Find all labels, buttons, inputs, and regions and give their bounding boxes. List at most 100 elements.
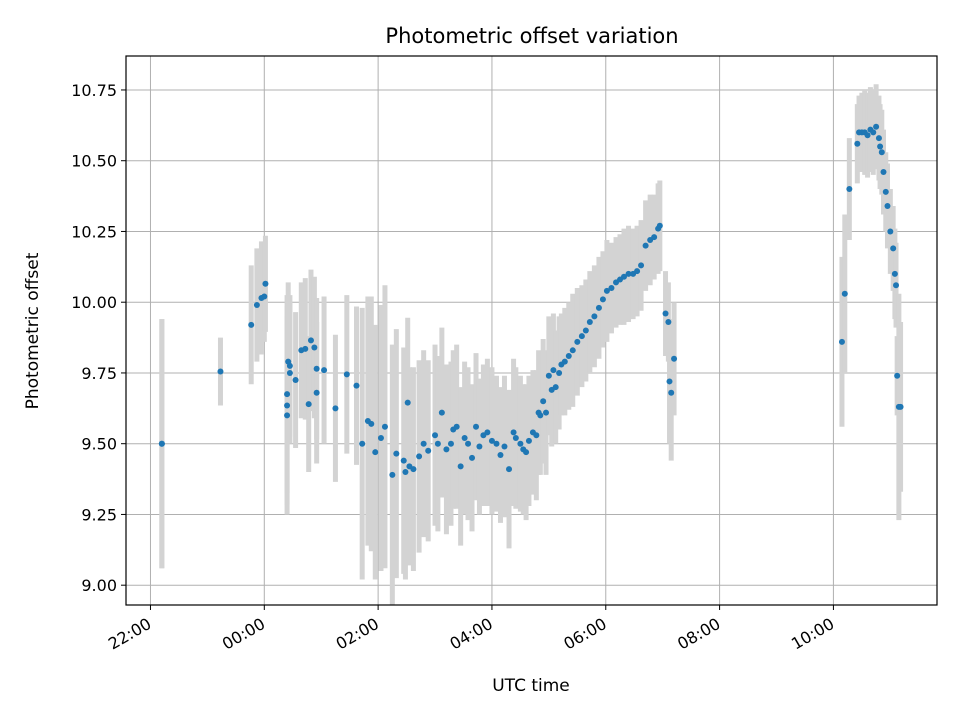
data-point [284,402,291,409]
data-point [870,129,877,136]
data-point [656,222,663,229]
data-point [894,372,901,379]
data-point [420,440,427,447]
y-tick-label: 9.75 [81,364,117,383]
data-point [262,280,269,287]
data-point [432,432,439,439]
data-point [469,454,476,461]
data-point [603,287,610,294]
data-point [402,468,409,475]
data-point [248,321,255,328]
data-point [286,369,293,376]
data-point [416,453,423,460]
data-point [665,319,672,326]
data-point [878,149,885,156]
data-point [854,140,861,147]
data-point [292,377,299,384]
data-point [253,302,260,309]
data-point [880,169,887,176]
data-point [586,319,593,326]
data-point [561,358,568,365]
data-point [550,367,557,374]
data-point [404,399,411,406]
data-point [493,440,500,447]
data-point [497,452,504,459]
data-point [400,457,407,464]
data-point [510,429,517,436]
data-point [473,423,480,430]
data-point [158,440,165,447]
data-point [457,463,464,470]
data-point [425,447,432,454]
y-tick-label: 9.00 [81,576,117,595]
data-point [620,273,627,280]
data-point [506,466,513,473]
data-point [893,282,900,289]
data-point [476,443,483,450]
data-point [540,398,547,405]
y-tick-label: 10.25 [71,222,117,241]
x-tick-label: 00:00 [219,614,268,654]
x-tick-label: 06:00 [560,614,609,654]
data-point [838,338,845,345]
data-point [377,435,384,442]
data-point [873,123,880,130]
data-point [887,228,894,235]
data-point [261,293,268,300]
data-point [313,365,320,372]
data-point [434,440,441,447]
data-point [891,270,898,277]
data-point [438,409,445,416]
data-point [625,270,632,277]
data-point [393,450,400,457]
x-axis: 22:00 00:00 02:00 04:00 06:00 08:00 10:00 [105,605,837,654]
data-point [543,409,550,416]
data-point [877,143,884,150]
y-tick-label: 10.75 [71,81,117,100]
data-point [302,345,309,352]
x-tick-label: 02:00 [333,614,382,654]
data-point [545,372,552,379]
data-point [501,443,508,450]
data-point [574,338,581,345]
data-point [890,245,897,252]
x-tick-label: 10:00 [788,614,837,654]
y-tick-label: 9.25 [81,505,117,524]
data-point [556,369,563,376]
data-point [368,420,375,427]
x-tick-label: 04:00 [447,614,496,654]
data-point [642,242,649,249]
data-point [443,446,450,453]
data-point [875,135,882,142]
y-axis: 9.00 9.25 9.50 9.75 10.00 10.25 10.50 10.75 [71,81,126,595]
data-point [343,371,350,378]
data-point [217,368,224,375]
data-point [305,401,312,408]
data-point [841,290,848,297]
data-point [634,268,641,275]
data-point [484,429,491,436]
data-point [313,389,320,396]
data-point [897,403,904,410]
data-point [372,449,379,456]
data-point [285,358,292,365]
data-point [884,202,891,209]
data-point [517,440,524,447]
error-bars [159,84,904,605]
data-point [523,449,530,456]
data-point [608,285,615,292]
data-point [591,313,598,320]
y-axis-label: Photometric offset [23,252,43,409]
data-point [651,234,658,241]
data-point [311,344,318,351]
data-point [578,333,585,340]
data-point [864,132,871,139]
data-point [284,412,291,419]
data-point [284,391,291,398]
data-point [359,440,366,447]
data-point [461,435,468,442]
data-point [666,378,673,385]
data-point [582,327,589,334]
data-point [638,262,645,269]
